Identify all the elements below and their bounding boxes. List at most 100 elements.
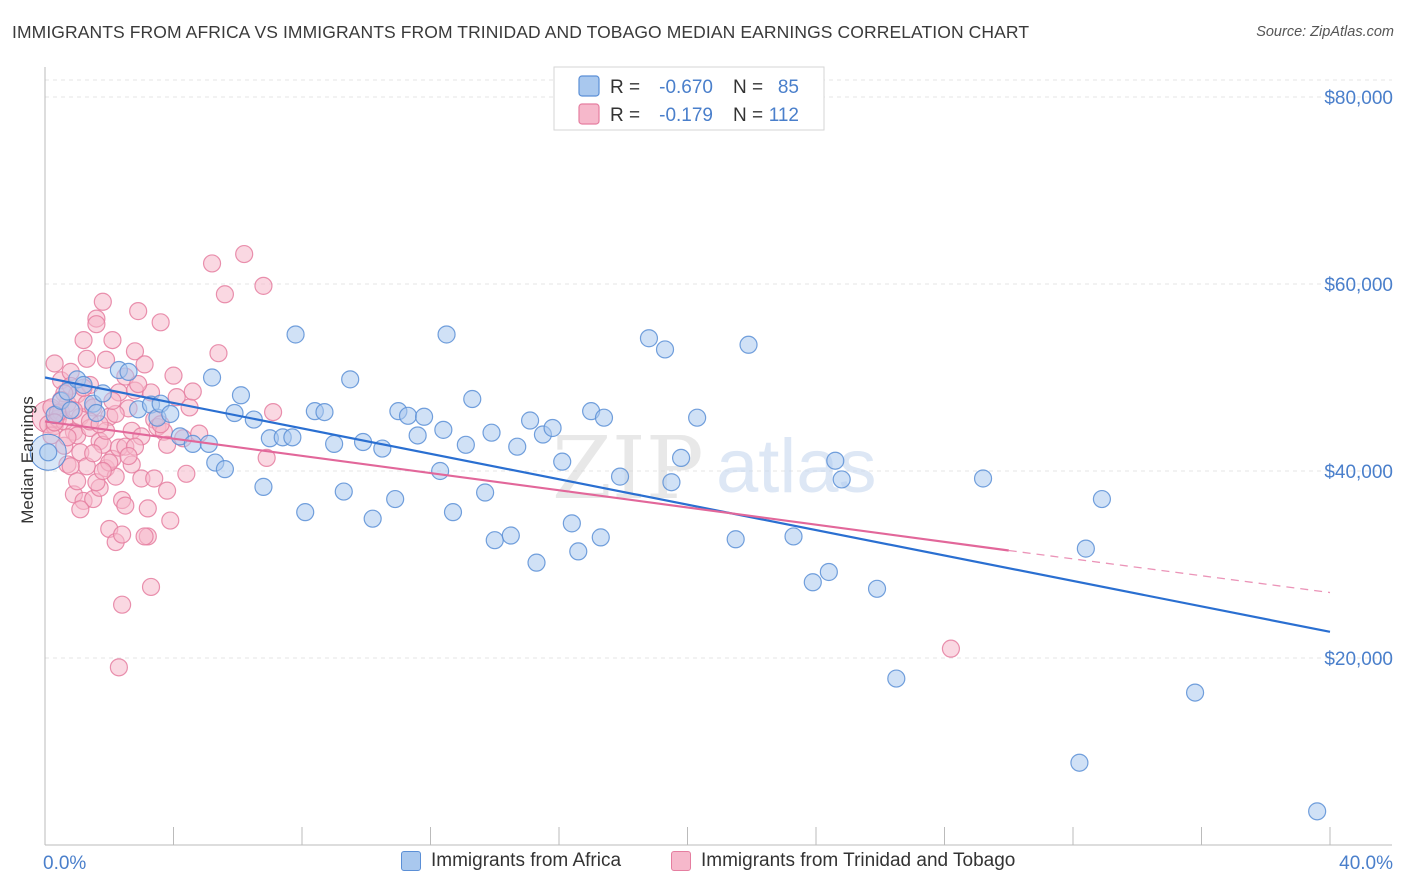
series-africa-point (456, 435, 475, 454)
series-africa-point (527, 553, 546, 572)
series-africa-point (501, 526, 520, 545)
source-label: Source: ZipAtlas.com (1256, 24, 1394, 40)
series-africa-point (463, 389, 482, 409)
legend-label-trinidad: Immigrants from Trinidad and Tobago (701, 850, 1016, 871)
series-africa-point (569, 542, 588, 561)
series-africa-point (1070, 753, 1089, 772)
series-trinidad-point (257, 448, 276, 468)
series-africa-point (739, 335, 758, 354)
series-trinidad-point (109, 658, 128, 677)
series-africa-point (398, 406, 418, 425)
series-trinidad-point (84, 444, 103, 463)
series-africa-point (553, 452, 572, 471)
y-tick-label: $60,000 (1324, 275, 1393, 296)
series-trinidad-point (209, 344, 228, 363)
series-africa-point (1092, 489, 1112, 509)
series-africa-point (867, 579, 887, 598)
series-trinidad-point (167, 388, 186, 407)
legend-bottom: Immigrants from Africa Immigrants from T… (0, 850, 1406, 880)
series-africa-point (434, 420, 453, 439)
series-trinidad-point (103, 331, 122, 350)
series-trinidad-point (96, 350, 116, 369)
series-trinidad-point (157, 435, 177, 454)
legend-r-label: R = (610, 105, 640, 126)
series-trinidad-point (215, 285, 234, 304)
series-trinidad-point (129, 374, 148, 394)
series-africa-point (591, 528, 610, 547)
series-africa-point (408, 426, 427, 445)
series-trinidad-point (135, 527, 154, 546)
grid-layer (45, 79, 1392, 659)
series-africa-point (363, 509, 382, 528)
x-tick-label: 40.0% (1339, 853, 1393, 874)
series-trinidad-point (263, 402, 283, 422)
series-trinidad-point (202, 254, 222, 273)
series-africa-point (386, 489, 405, 509)
series-africa-point (254, 477, 273, 496)
series-africa-point (826, 451, 845, 470)
series-africa-point (485, 531, 504, 550)
series-africa-point (520, 411, 540, 430)
chart-title: IMMIGRANTS FROM AFRICA VS IMMIGRANTS FRO… (12, 22, 1030, 42)
series-africa-point (87, 403, 106, 423)
legend-item-trinidad[interactable]: Immigrants from Trinidad and Tobago (671, 850, 1015, 872)
x-tick-label: 0.0% (43, 853, 86, 874)
series-africa-point (803, 573, 822, 592)
series-africa-point (543, 418, 562, 438)
series-africa-point (414, 407, 434, 426)
series-trinidad-point (141, 577, 161, 597)
series-africa-point (202, 368, 222, 387)
legend-label-africa: Immigrants from Africa (431, 850, 622, 871)
series-trinidad-point (235, 244, 254, 264)
series-africa-point (688, 408, 707, 427)
series-trinidad-point (125, 342, 145, 361)
trend-lines (44, 376, 1331, 633)
series-africa-point (1308, 802, 1327, 821)
legend-swatch (578, 103, 600, 125)
series-africa-point (784, 527, 803, 546)
trend-line-trinidad-extension (1008, 549, 1331, 594)
series-africa-point (283, 428, 302, 447)
series-africa-point (1076, 539, 1095, 558)
series-africa-point (662, 473, 681, 492)
series-africa-point (183, 434, 202, 453)
series-africa-point (437, 325, 456, 344)
legend-swatch-africa (401, 851, 421, 871)
y-tick-label: $40,000 (1324, 462, 1393, 483)
series-africa-point (482, 423, 501, 442)
series-africa-point (39, 443, 58, 462)
series-africa-point (341, 370, 360, 389)
watermark: ZIP atlas (552, 419, 877, 519)
series-africa-point (655, 340, 675, 359)
legend-n-value: 85 (778, 77, 799, 98)
series-africa-point (161, 404, 180, 424)
legend-item-africa[interactable]: Immigrants from Africa (401, 850, 621, 872)
series-africa-point (610, 467, 630, 486)
legend-n-label: N = (733, 105, 763, 126)
series-africa-point (1185, 683, 1205, 702)
series-trinidad-point (164, 366, 183, 385)
series-africa-point (286, 325, 305, 344)
series-trinidad-point (129, 302, 148, 321)
series-trinidad-point (157, 481, 177, 500)
series-africa-point (296, 503, 315, 522)
series-trinidad-point (77, 349, 96, 368)
series-africa-point (315, 402, 334, 422)
y-tick-label: $20,000 (1324, 649, 1393, 670)
series-africa-point (325, 434, 344, 453)
y-tick-label: $80,000 (1324, 88, 1393, 109)
series-trinidad-point (74, 331, 93, 350)
series-africa-point (443, 503, 463, 522)
series-africa-point (832, 470, 851, 489)
legend-r-label: R = (610, 77, 640, 98)
series-trinidad-point (151, 313, 170, 332)
series-africa-point (119, 362, 138, 381)
series-trinidad-point (71, 500, 90, 519)
legend-r-value: -0.670 (659, 77, 713, 98)
series-africa-points (29, 325, 1327, 821)
series-trinidad-point (177, 464, 196, 483)
legend-r-value: -0.179 (659, 105, 713, 126)
series-africa-point (215, 460, 234, 479)
legend-swatch-trinidad (671, 851, 691, 871)
series-africa-point (431, 461, 450, 481)
